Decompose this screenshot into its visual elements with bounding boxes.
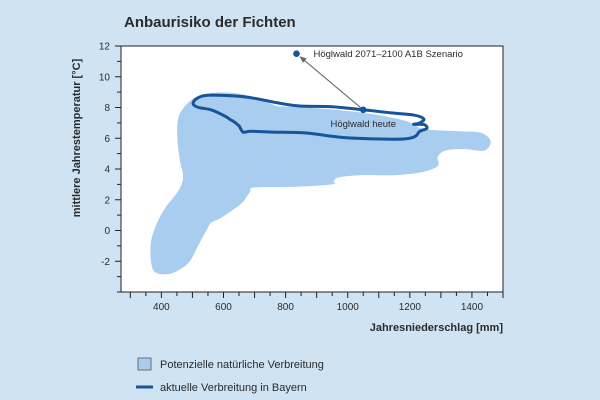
axis-layer: -2 0 2 4 6 8 10 12 400 600 800 1000 1200 1400 xyxy=(99,42,504,313)
x-tick-label: 400 xyxy=(153,302,170,313)
y-tick-label: 8 xyxy=(104,103,110,114)
annotation-hoeglwald-heute: Höglwald heute xyxy=(330,119,396,130)
y-tick-label: 6 xyxy=(104,134,110,145)
annotation-layer: Höglwald heute Höglwald 2071–2100 A1B Sze… xyxy=(293,49,463,130)
x-tick-label: 1400 xyxy=(461,302,484,313)
legend-label-area: Potenzielle natürliche Verbreitung xyxy=(160,359,324,371)
y-tick-label: 4 xyxy=(104,165,110,176)
y-tick-label: 2 xyxy=(104,195,110,206)
chart-title: Anbaurisiko der Fichten xyxy=(124,14,296,31)
point-hoeglwald-szenario xyxy=(293,50,300,57)
series-layer xyxy=(150,92,491,275)
y-tick-label: 12 xyxy=(99,42,111,53)
y-axis-label: mittlere Jahrestemperatur [°C] xyxy=(71,58,83,217)
legend: Potenzielle natürliche Verbreitung aktue… xyxy=(136,357,324,394)
legend-label-line: aktuelle Verbreitung in Bayern xyxy=(160,382,307,394)
x-tick-label: 1000 xyxy=(337,302,360,313)
x-tick-label: 800 xyxy=(277,302,294,313)
x-tick-label: 1200 xyxy=(399,302,422,313)
y-tick-label: 0 xyxy=(104,226,110,237)
scenario-arrow xyxy=(299,56,364,111)
y-tick-label: 10 xyxy=(99,72,111,83)
x-tick-label: 600 xyxy=(215,302,232,313)
x-axis-label: Jahresniederschlag [mm] xyxy=(370,322,504,334)
point-hoeglwald-heute xyxy=(359,106,367,114)
plot-area: -2 0 2 4 6 8 10 12 400 600 800 1000 1200 1400 Höglwal… xyxy=(99,42,504,313)
annotation-hoeglwald-szenario: Höglwald 2071–2100 A1B Szenario xyxy=(313,49,462,60)
legend-swatch-area xyxy=(137,357,152,371)
series-line-aktuelle-verbreitung xyxy=(191,93,429,141)
y-tick-label: -2 xyxy=(101,257,110,268)
